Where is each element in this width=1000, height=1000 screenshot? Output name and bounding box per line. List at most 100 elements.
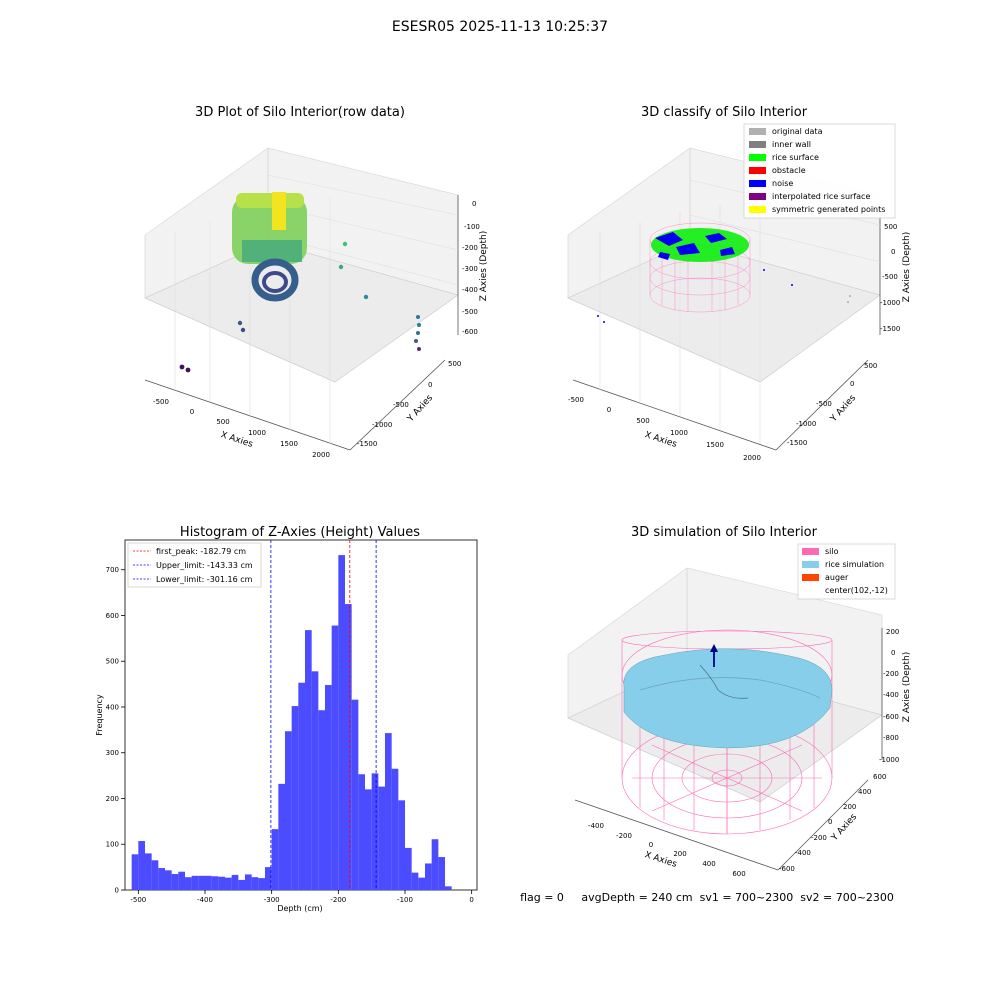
legend-label-sym: symmetric generated points [772, 205, 885, 214]
classify-rice-surface [597, 228, 851, 323]
histogram-bar [391, 768, 399, 890]
legend-swatch-silo [802, 548, 819, 555]
simulation-ytick: -200 [811, 834, 827, 842]
histogram-x-tick-label: -100 [397, 896, 413, 904]
legend-swatch-sym [749, 206, 766, 213]
raw-ytick: 0 [428, 381, 432, 389]
histogram-bar [305, 630, 312, 890]
figure-title: ESESR05 2025-11-13 10:25:37 [392, 19, 608, 35]
classify-xtick: 0 [607, 406, 611, 414]
simulation-ytick: 600 [873, 773, 886, 781]
raw-ztick: -200 [462, 244, 478, 252]
histogram-y-tick-label: 200 [106, 795, 119, 803]
histogram-bar [418, 877, 425, 890]
histogram-x-tick-label: -400 [197, 896, 213, 904]
histogram-bar [138, 841, 145, 890]
histogram-bar [198, 875, 205, 890]
legend-label-auger: auger [825, 573, 849, 582]
histogram-bar [285, 731, 292, 890]
histogram-bar [191, 875, 199, 890]
simulation-ytick: 0 [828, 818, 832, 826]
histogram-bar [318, 710, 325, 890]
simulation-rice-surface [623, 648, 833, 749]
histogram-bar [225, 877, 232, 890]
legend-label-noise: noise [772, 179, 793, 188]
histogram-bar [158, 868, 165, 890]
histogram-bar [378, 786, 385, 890]
simulation-ytick: 400 [858, 788, 871, 796]
raw-xtick: 500 [216, 418, 229, 426]
panel-simulation-3d: 3D simulation of Silo Interior [567, 525, 912, 878]
classify-ytick: 500 [864, 362, 877, 370]
histogram-bar [411, 872, 419, 890]
legend-label-inner-wall: inner wall [772, 140, 811, 149]
histogram-bar [365, 789, 372, 890]
raw-ytick: -1500 [357, 440, 377, 448]
classify-xtick: 1500 [706, 441, 724, 449]
histogram-y-tick-label: 400 [106, 703, 119, 711]
legend-label-obstacle: obstacle [772, 166, 806, 175]
histogram-x-tick-label: -200 [330, 896, 346, 904]
classify-ztick: -500 [882, 273, 898, 281]
histogram-y-tick-label: 700 [106, 566, 119, 574]
raw-z-axis-label: Z Axies (Depth) [479, 231, 489, 302]
status-line: flag = 0 avgDepth = 240 cm sv1 = 700~230… [520, 891, 894, 904]
simulation-xtick: -200 [616, 832, 632, 840]
simulation-y-axis-label: Y Axies [829, 812, 859, 844]
histogram-bar [258, 878, 265, 890]
histogram-x-axis-label: Depth (cm) [277, 904, 322, 913]
classify-ztick: 0 [891, 248, 895, 256]
raw-ytick: -500 [393, 401, 409, 409]
simulation-ztick: 200 [886, 628, 899, 636]
simulation-ztick: -1000 [879, 756, 899, 764]
simulation-ztick: -200 [883, 670, 899, 678]
legend-swatch-obstacle [749, 167, 766, 174]
classify-z-axis-label: Z Axies (Depth) [902, 232, 912, 303]
classify-legend: original data inner wall rice surface ob… [743, 123, 896, 219]
legend-swatch-interp [749, 193, 766, 200]
classify-ztick: -1000 [880, 299, 900, 307]
histogram-bar [231, 874, 239, 890]
raw-ytick: 500 [448, 360, 461, 368]
simulation-silo-wireframe [621, 629, 833, 835]
classify-plot-title: 3D classify of Silo Interior [641, 105, 808, 120]
panel-histogram: Histogram of Z-Axies (Height) Values -50… [95, 525, 478, 913]
histogram-bar [291, 706, 299, 890]
histogram-reference-lines [270, 540, 377, 890]
legend-label-silo: silo [825, 547, 839, 556]
histogram-bar [351, 699, 359, 890]
histogram-bar [385, 733, 392, 890]
histogram-bar [311, 671, 319, 890]
raw-ztick: -400 [462, 286, 478, 294]
legend-swatch-inner-wall [749, 141, 766, 148]
panel-raw-3d: 3D Plot of Silo Interior(row data) [144, 105, 489, 459]
simulation-xtick: 600 [732, 870, 745, 878]
legend-swatch-rice-surface [749, 154, 766, 161]
raw-ztick: -600 [462, 328, 478, 336]
raw-ztick: -300 [462, 265, 478, 273]
histogram-y-ticks: 0 100 200 300 400 500 600 700 [106, 566, 125, 895]
classify-y-axis-label: Y Axies [828, 393, 858, 425]
raw-ztick: -100 [464, 223, 480, 231]
histogram-bar [145, 853, 152, 890]
panel-classify-3d: 3D classify of Silo Interior [567, 105, 912, 462]
raw-ytick: -1000 [372, 421, 392, 429]
histogram-bar [151, 860, 159, 890]
histogram-bar [298, 682, 305, 890]
classify-ztick: -1500 [880, 325, 900, 333]
histogram-legend: first_peak: -182.79 cm Upper_limit: -143… [127, 542, 262, 588]
histogram-bar [205, 875, 212, 890]
classify-ytick: 0 [850, 380, 854, 388]
classify-xtick: 2000 [743, 454, 761, 462]
raw-xtick: 0 [190, 408, 194, 416]
histogram-bar [211, 876, 219, 890]
histogram-y-tick-label: 0 [115, 887, 119, 895]
histogram-bar [245, 874, 252, 890]
legend-label-interp: interpolated rice surface [772, 192, 870, 201]
simulation-ytick: -400 [795, 849, 811, 857]
simulation-ztick: -400 [883, 691, 899, 699]
histogram-x-tick-label: -500 [130, 896, 146, 904]
simulation-ztick: 0 [891, 649, 895, 657]
histogram-bar [185, 877, 192, 890]
histogram-bar [405, 847, 412, 890]
